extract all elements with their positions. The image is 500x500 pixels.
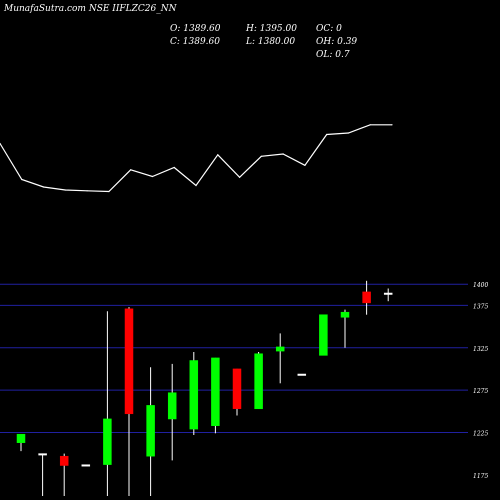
open-readout: O: 1389.60	[170, 24, 221, 34]
candle-body	[383, 292, 393, 295]
candle-body	[103, 418, 112, 465]
line-point	[239, 176, 241, 178]
line-point	[391, 124, 393, 126]
candle	[254, 352, 263, 410]
y-tick-label-bottom: 1175	[473, 473, 488, 480]
candle-body	[254, 353, 263, 410]
candle	[383, 288, 393, 302]
candle-body	[189, 360, 199, 430]
candle	[16, 433, 26, 452]
candle	[103, 311, 112, 496]
y-tick-label: 1325	[473, 346, 488, 353]
candle-body	[340, 311, 350, 318]
candle	[38, 453, 47, 496]
ol-readout: OL: 0.7	[316, 50, 350, 60]
candle	[81, 464, 91, 467]
candle-body	[362, 291, 371, 304]
line-point	[369, 124, 371, 126]
y-tick-label: 1225	[473, 431, 488, 438]
candle	[297, 373, 307, 376]
line-point	[64, 189, 66, 191]
line-point	[195, 184, 197, 187]
candle	[232, 368, 242, 416]
chart-title: MunafaSutra.com NSE IIFLZC26_NN	[3, 4, 178, 14]
candle	[340, 309, 350, 348]
high-readout: H: 1395.00	[245, 24, 297, 34]
candle-body	[59, 455, 69, 466]
line-point	[304, 164, 306, 166]
candle	[189, 352, 199, 435]
candle	[59, 453, 69, 496]
line-point	[326, 133, 328, 136]
candlestick-chart	[16, 280, 393, 496]
line-point	[217, 154, 219, 156]
line-chart	[0, 124, 393, 193]
candle	[167, 363, 177, 461]
candle-body	[16, 433, 26, 443]
line-point	[108, 190, 110, 193]
price-grid	[0, 283, 468, 433]
line-point	[282, 153, 284, 155]
price-axis: 1225 1275 1325 1375 1400 1175	[473, 282, 488, 480]
candle-body	[81, 464, 91, 467]
candle-body	[232, 368, 242, 409]
y-tick-label: 1275	[473, 388, 488, 395]
line-point	[0, 142, 1, 145]
candle	[211, 357, 220, 434]
oc-readout: OC: 0	[316, 24, 342, 34]
line-point	[86, 190, 88, 192]
line-point	[173, 166, 175, 169]
line-point	[151, 175, 153, 178]
line-point	[347, 132, 349, 134]
line-point	[21, 178, 23, 181]
candle-body	[124, 308, 134, 415]
candle	[319, 314, 328, 356]
candle-body	[167, 392, 177, 420]
candle-body	[275, 346, 285, 352]
line-point	[130, 169, 132, 171]
line-point	[43, 186, 45, 188]
candle-body	[297, 373, 307, 376]
line-point	[260, 155, 262, 157]
candle-body	[146, 405, 155, 457]
candle-body	[38, 453, 47, 456]
candle	[146, 367, 155, 496]
candle-body	[211, 357, 220, 426]
y-tick-label: 1375	[473, 303, 488, 310]
close-readout: C: 1389.60	[170, 37, 220, 47]
candle	[124, 307, 134, 496]
candle	[275, 333, 285, 384]
low-readout: L: 1380.00	[245, 37, 295, 47]
candle	[362, 280, 371, 315]
candle-body	[319, 314, 328, 356]
oh-readout: OH: 0.39	[316, 37, 357, 47]
y-tick-label: 1400	[473, 282, 488, 289]
